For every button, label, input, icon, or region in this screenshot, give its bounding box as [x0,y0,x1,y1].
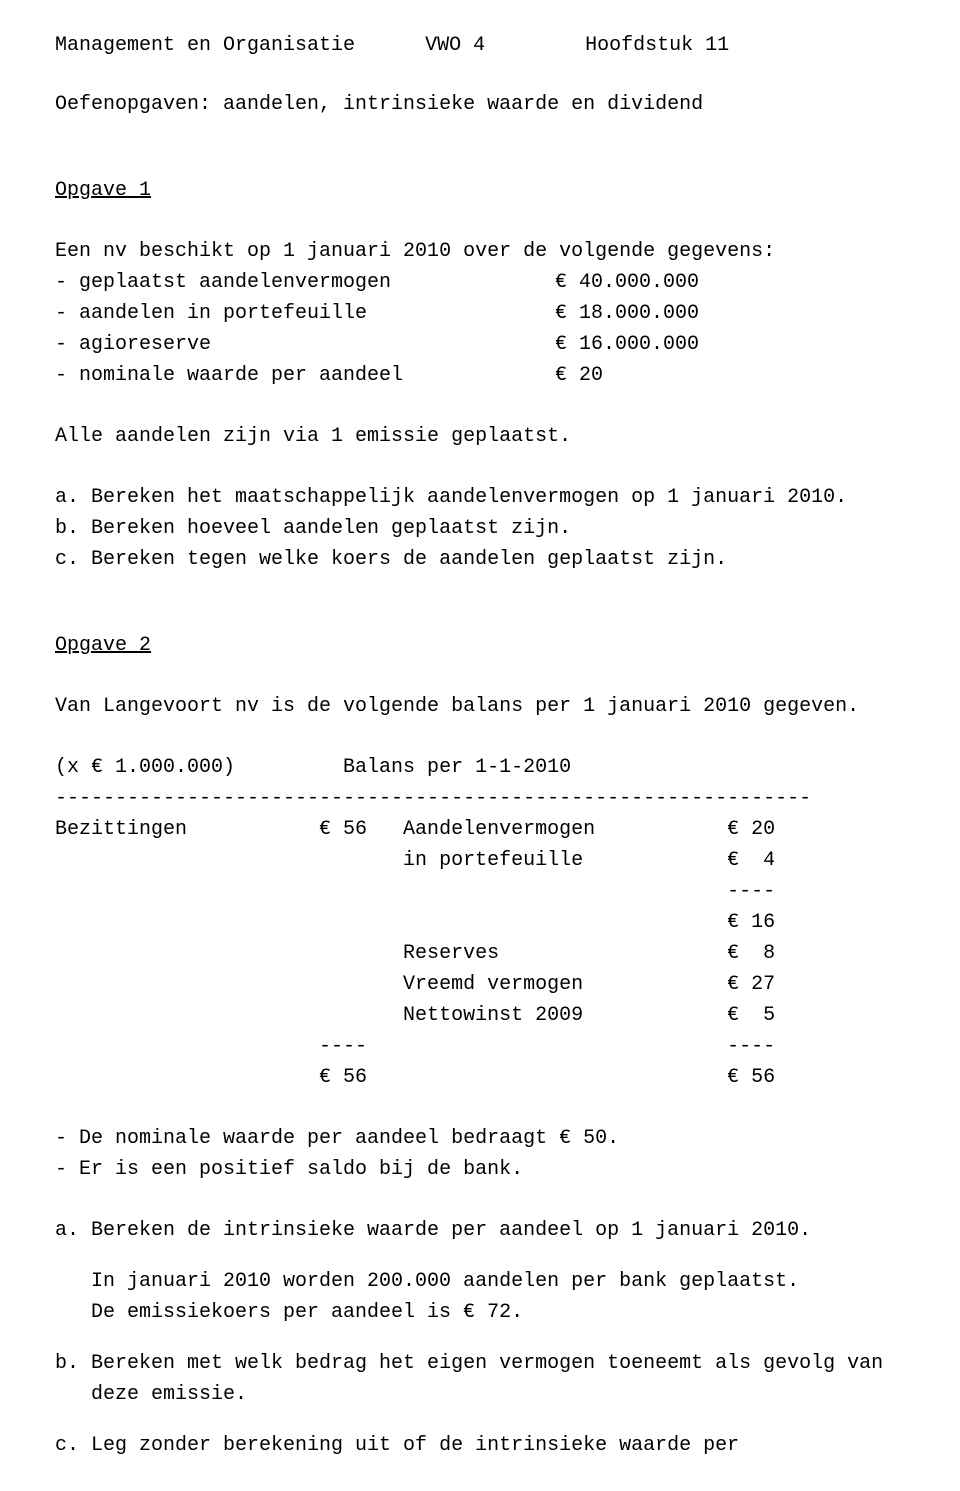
opgave-2-notes: - De nominale waarde per aandeel bedraag… [55,1123,905,1185]
data-label: - agioreserve [55,329,555,360]
data-label: - geplaatst aandelenvermogen [55,267,555,298]
opgave-2-title: Opgave 2 [55,630,905,661]
data-value: € 40.000.000 [555,267,699,298]
note-line: - Er is een positief saldo bij de bank. [55,1154,905,1185]
opgave-2: Opgave 2 [55,630,905,661]
balance-header: (x € 1.000.000) Balans per 1-1-2010 [55,752,905,783]
data-row: - geplaatst aandelenvermogen € 40.000.00… [55,267,905,298]
opgave-1-body: Een nv beschikt op 1 januari 2010 over d… [55,236,905,391]
data-row: - aandelen in portefeuille € 18.000.000 [55,298,905,329]
question-b: b. Bereken hoeveel aandelen geplaatst zi… [55,513,905,544]
data-label: - nominale waarde per aandeel [55,360,555,391]
data-value: € 16.000.000 [555,329,699,360]
question-a-extra: De emissiekoers per aandeel is € 72. [55,1297,905,1328]
note-line: - De nominale waarde per aandeel bedraag… [55,1123,905,1154]
question-a: a. Bereken het maatschappelijk aandelenv… [55,482,905,513]
header-chapter: Hoofdstuk 11 [585,30,729,61]
data-value: € 20 [555,360,603,391]
data-value: € 18.000.000 [555,298,699,329]
opgave-2-questions: a. Bereken de intrinsieke waarde per aan… [55,1215,905,1461]
data-row: - nominale waarde per aandeel € 20 [55,360,905,391]
opgave-2-intro: Van Langevoort nv is de volgende balans … [55,691,905,722]
data-row: - agioreserve € 16.000.000 [55,329,905,360]
opgave-1-intro: Een nv beschikt op 1 januari 2010 over d… [55,236,905,267]
opgave-1-title: Opgave 1 [55,175,905,206]
question-c: c. Leg zonder berekening uit of de intri… [55,1430,905,1461]
balance-sheet: (x € 1.000.000) Balans per 1-1-2010 ----… [55,752,905,1093]
data-label: - aandelen in portefeuille [55,298,555,329]
opgave-1-questions: a. Bereken het maatschappelijk aandelenv… [55,482,905,575]
document-subtitle: Oefenopgaven: aandelen, intrinsieke waar… [55,89,905,120]
question-c: c. Bereken tegen welke koers de aandelen… [55,544,905,575]
question-b: b. Bereken met welk bedrag het eigen ver… [55,1348,905,1410]
opgave-1: Opgave 1 [55,175,905,206]
question-a: a. Bereken de intrinsieke waarde per aan… [55,1215,905,1246]
document-header: Management en Organisatie VWO 4 Hoofdstu… [55,30,905,61]
opgave-1-note: Alle aandelen zijn via 1 emissie geplaat… [55,421,905,452]
header-level: VWO 4 [425,30,485,61]
header-subject: Management en Organisatie [55,30,355,61]
question-a-extra: In januari 2010 worden 200.000 aandelen … [55,1266,905,1297]
balance-body: ----------------------------------------… [55,783,905,1093]
